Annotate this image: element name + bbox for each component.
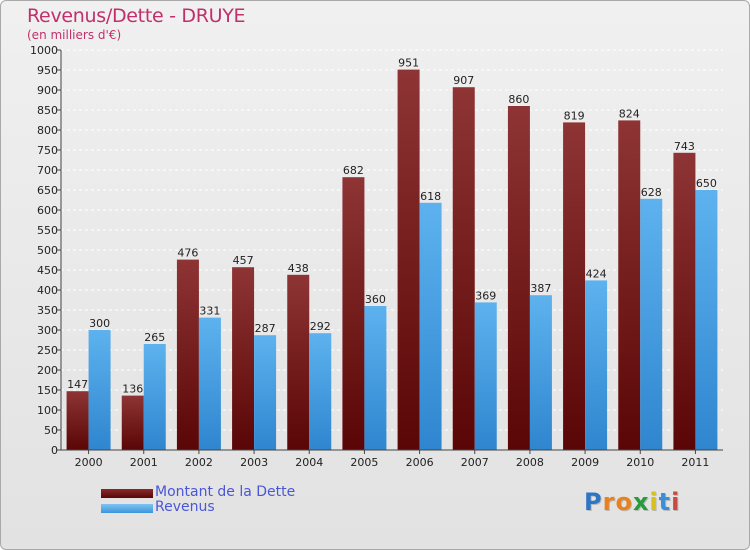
value-label-revenus-2000: 300	[89, 317, 110, 330]
x-tick-label-2004: 2004	[295, 456, 323, 469]
y-tick-label: 850	[37, 104, 58, 117]
grid-layer	[61, 49, 723, 451]
chart-subtitle: (en milliers d'€)	[27, 28, 122, 42]
bars-layer: 147 300 136 265 476 331 457 287 438 292 682 360 951 6…	[66, 57, 718, 451]
value-label-revenus-2007: 369	[475, 289, 496, 302]
y-tick-label: 200	[37, 364, 58, 377]
bar-dette-2001	[121, 395, 144, 450]
logo-letter: P	[584, 488, 603, 516]
x-tick-label-2000: 2000	[75, 456, 103, 469]
x-tick-label-2003: 2003	[240, 456, 268, 469]
x-tick-label-2001: 2001	[130, 456, 158, 469]
y-tick-label: 600	[37, 204, 58, 217]
chart-title: Revenus/Dette - DRUYE	[27, 5, 246, 27]
bar-dette-2006	[397, 69, 420, 450]
y-tick-label: 50	[44, 424, 58, 437]
value-label-dette-2007: 907	[453, 74, 474, 87]
y-tick-label: 750	[37, 144, 58, 157]
y-tick-label: 100	[37, 404, 58, 417]
y-tick-label: 450	[37, 264, 58, 277]
y-tick-label: 1000	[30, 44, 58, 57]
bar-dette-2010	[618, 120, 641, 451]
x-tick-label-2005: 2005	[350, 456, 378, 469]
legend-label-revenus: Revenus	[155, 499, 215, 515]
y-tick-label: 950	[37, 64, 58, 77]
y-tick-label: 150	[37, 384, 58, 397]
value-label-dette-2008: 860	[508, 93, 529, 106]
bar-revenus-2009	[585, 280, 608, 450]
legend-swatch-dette	[101, 489, 153, 498]
x-tick-label-2011: 2011	[681, 456, 709, 469]
value-label-revenus-2003: 287	[255, 322, 276, 335]
logo-letter: x	[632, 488, 650, 516]
y-tick-label: 800	[37, 124, 58, 137]
bar-revenus-2001	[143, 344, 166, 450]
bar-revenus-2008	[529, 295, 552, 450]
legend-label-dette: Montant de la Dette	[155, 484, 296, 500]
x-tick-label-2006: 2006	[406, 456, 434, 469]
y-tick-label: 300	[37, 324, 58, 337]
value-label-dette-2000: 147	[67, 378, 88, 391]
proxiti-logo: Proxiti	[584, 488, 680, 516]
value-label-revenus-2002: 331	[199, 305, 220, 318]
bar-revenus-2000	[88, 330, 111, 450]
value-label-dette-2001: 136	[122, 383, 143, 396]
bar-revenus-2010	[640, 198, 663, 450]
bar-dette-2008	[507, 106, 530, 450]
logo-letter: i	[671, 488, 681, 516]
x-tick-label-2009: 2009	[571, 456, 599, 469]
logo-letter: o	[615, 488, 633, 516]
y-tick-label: 400	[37, 284, 58, 297]
logo-letter: r	[602, 488, 616, 516]
bar-revenus-2005	[364, 306, 387, 450]
bar-dette-2005	[342, 177, 365, 450]
bar-revenus-2002	[198, 317, 221, 450]
value-label-revenus-2001: 265	[144, 331, 165, 344]
legend-swatch-revenus	[101, 504, 153, 513]
axis-layer: 0 50 100 150 200 250 300 350 400 450 500 550 600 650 7…	[30, 44, 723, 469]
value-label-dette-2003: 457	[233, 254, 254, 267]
value-label-revenus-2004: 292	[310, 320, 331, 333]
value-label-dette-2010: 824	[619, 107, 640, 120]
y-tick-label: 350	[37, 304, 58, 317]
bar-revenus-2006	[419, 202, 442, 450]
value-label-revenus-2006: 618	[420, 190, 441, 203]
value-label-dette-2009: 819	[564, 109, 585, 122]
bar-revenus-2011	[695, 190, 718, 450]
x-tick-label-2008: 2008	[516, 456, 544, 469]
bar-dette-2011	[673, 152, 696, 451]
value-label-revenus-2009: 424	[586, 267, 607, 280]
value-label-dette-2011: 743	[674, 140, 695, 153]
x-tick-label-2007: 2007	[461, 456, 489, 469]
bar-revenus-2004	[309, 333, 332, 450]
logo-letter: t	[658, 488, 672, 516]
x-tick-label-2010: 2010	[626, 456, 654, 469]
value-label-dette-2002: 476	[177, 247, 198, 260]
y-tick-label: 700	[37, 164, 58, 177]
y-tick-label: 900	[37, 84, 58, 97]
value-label-revenus-2008: 387	[530, 282, 551, 295]
value-label-dette-2004: 438	[288, 262, 309, 275]
bar-dette-2004	[287, 274, 310, 450]
bar-dette-2002	[176, 259, 199, 450]
y-tick-label: 0	[51, 444, 58, 457]
y-tick-label: 500	[37, 244, 58, 257]
bar-dette-2000	[66, 391, 89, 450]
y-tick-label: 250	[37, 344, 58, 357]
bar-dette-2003	[232, 267, 255, 450]
bar-dette-2007	[452, 87, 475, 450]
y-tick-label: 550	[37, 224, 58, 237]
bar-revenus-2007	[474, 302, 497, 450]
value-label-revenus-2010: 628	[641, 186, 662, 199]
logo-letter: i	[649, 488, 659, 516]
bar-dette-2009	[563, 122, 586, 451]
value-label-dette-2006: 951	[398, 57, 419, 70]
value-label-revenus-2011: 650	[696, 177, 717, 190]
value-label-revenus-2005: 360	[365, 293, 386, 306]
x-tick-label-2002: 2002	[185, 456, 213, 469]
bar-revenus-2003	[254, 335, 277, 450]
y-tick-label: 650	[37, 184, 58, 197]
value-label-dette-2005: 682	[343, 164, 364, 177]
